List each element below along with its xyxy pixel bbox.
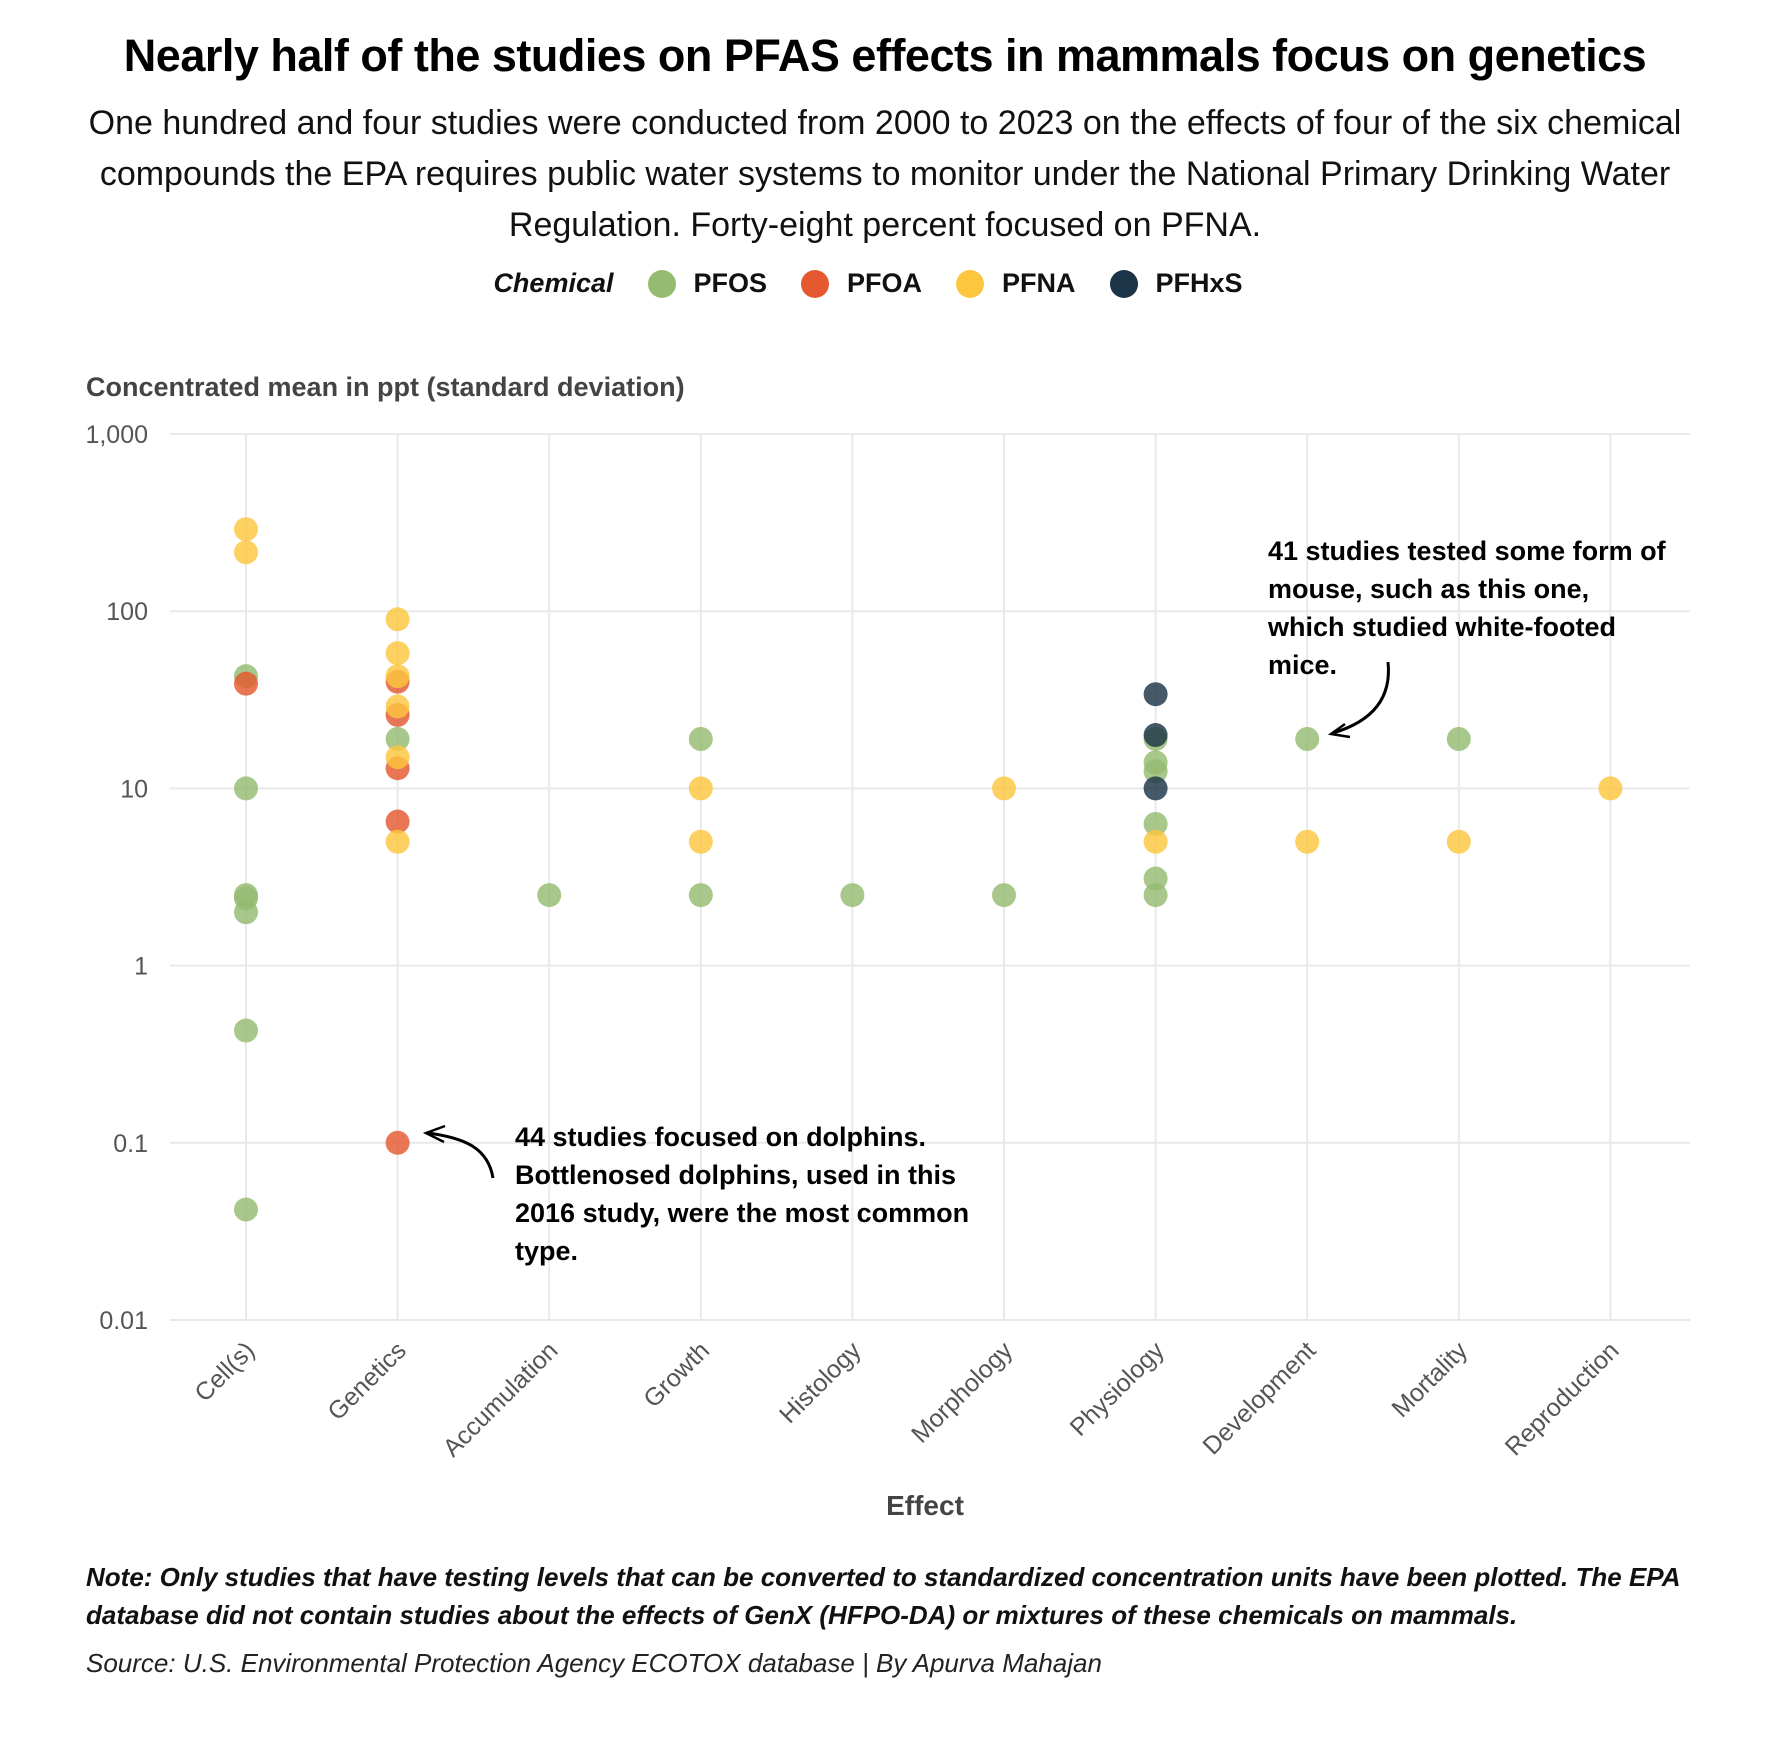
data-points <box>234 517 1623 1222</box>
legend-item-pfhxs: PFHxS <box>1109 268 1243 299</box>
point-pfna <box>1598 776 1623 801</box>
point-pfhxs <box>1143 682 1168 707</box>
point-pfna <box>234 540 258 565</box>
x-tick-label: Reproduction <box>1500 1336 1625 1461</box>
point-pfna <box>234 517 258 542</box>
legend-item-pfos: PFOS <box>647 268 768 299</box>
legend-item-pfna: PFNA <box>956 268 1076 299</box>
dolphin-annotation: 44 studies focused on dolphins. Bottleno… <box>515 1122 970 1266</box>
point-pfna <box>688 776 713 801</box>
chart-subtitle: One hundred and four studies were conduc… <box>88 104 1682 244</box>
chart-source: Source: U.S. Environmental Protection Ag… <box>86 1648 1102 1678</box>
point-pfos <box>840 883 865 908</box>
legend-label: PFHxS <box>1155 268 1243 298</box>
point-pfos <box>234 776 258 801</box>
dolphin-annotation-arrow <box>427 1131 495 1179</box>
y-tick-label: 0.1 <box>113 1130 148 1158</box>
point-pfos <box>537 883 562 908</box>
point-pfos <box>1143 866 1168 891</box>
point-pfna <box>385 607 410 632</box>
legend-swatch <box>956 269 985 298</box>
point-pfoa <box>234 671 258 696</box>
legend-label: PFOS <box>693 268 768 298</box>
legend-swatch <box>1109 269 1138 298</box>
point-pfna <box>992 776 1016 801</box>
point-pfoa <box>385 1130 410 1155</box>
point-pfos <box>234 900 258 925</box>
y-tick-labels: 0.01 0.1 1 10 100 1,000 <box>85 421 148 1335</box>
point-pfos <box>234 1197 258 1222</box>
chart-note: Note: Only studies that have testing lev… <box>86 1562 1680 1630</box>
legend-swatch <box>801 269 830 298</box>
y-tick-label: 10 <box>120 775 148 803</box>
point-pfna <box>1295 829 1320 854</box>
y-tick-label: 1,000 <box>85 421 148 449</box>
point-pfna <box>1143 829 1168 854</box>
x-tick-label: Development <box>1197 1336 1321 1460</box>
legend: Chemical PFOS PFOA PFNA PFHxS <box>0 268 1770 299</box>
point-pfna <box>385 694 410 719</box>
point-pfna <box>385 829 410 854</box>
scatter-plot: 0.01 0.1 1 10 100 1,000 Cell(s) Genetics Accumu… <box>85 421 1690 1462</box>
x-tick-label: Cell(s) <box>189 1336 260 1407</box>
point-pfos <box>1143 811 1168 836</box>
x-tick-label: Physiology <box>1065 1336 1171 1442</box>
x-tick-label: Mortality <box>1386 1336 1473 1423</box>
point-pfna <box>688 829 713 854</box>
point-pfos <box>688 883 713 908</box>
legend-swatch <box>647 269 676 298</box>
x-tick-label: Accumulation <box>438 1336 564 1462</box>
point-pfna <box>385 745 410 770</box>
y-tick-label: 100 <box>106 598 148 626</box>
point-pfoa <box>385 809 410 834</box>
legend-label: PFNA <box>1002 268 1076 298</box>
x-axis-title: Effect <box>886 1490 964 1521</box>
point-pfna <box>1446 829 1471 854</box>
mouse-annotation: 41 studies tested some form of mouse, su… <box>1268 536 1666 680</box>
point-pfos <box>234 1018 258 1043</box>
y-tick-label: 0.01 <box>99 1307 148 1335</box>
point-pfos <box>1143 883 1168 908</box>
chart-title: Nearly half of the studies on PFAS effec… <box>123 30 1647 81</box>
mouse-arrowhead <box>1327 722 1351 739</box>
y-axis-title: Concentrated mean in ppt (standard devia… <box>86 372 685 402</box>
x-tick-label: Growth <box>638 1336 715 1413</box>
y-tick-label: 1 <box>134 953 148 981</box>
mouse-annotation-arrow <box>1332 661 1390 735</box>
point-pfos <box>1143 759 1168 784</box>
point-pfos <box>688 727 713 752</box>
point-pfos <box>1446 727 1471 752</box>
point-pfos <box>385 727 410 752</box>
point-pfhxs <box>1143 723 1168 748</box>
legend-title: Chemical <box>493 268 614 298</box>
point-pfos <box>992 883 1016 908</box>
point-pfhxs <box>1143 776 1168 801</box>
point-pfos <box>1295 727 1320 752</box>
x-tick-label: Morphology <box>906 1336 1019 1449</box>
dolphin-arrowhead <box>422 1124 446 1144</box>
x-tick-labels: Cell(s) Genetics Accumulation Growth Histolo… <box>189 1336 1624 1462</box>
annotation-arrows <box>422 661 1390 1179</box>
legend-item-pfoa: PFOA <box>801 268 922 299</box>
point-pfna <box>385 664 410 689</box>
point-pfna <box>385 641 410 666</box>
legend-label: PFOA <box>847 268 923 298</box>
x-tick-label: Genetics <box>322 1336 412 1426</box>
x-tick-label: Histology <box>774 1336 867 1429</box>
grid <box>170 433 1690 1321</box>
